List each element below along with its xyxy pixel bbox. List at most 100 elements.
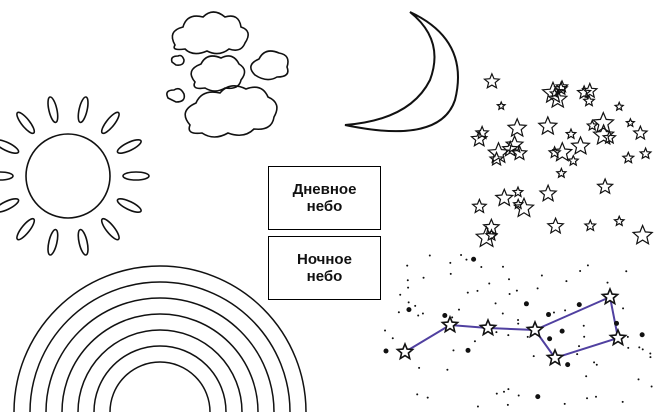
sun-ray <box>76 229 90 256</box>
dot-star <box>565 280 567 282</box>
clouds <box>167 12 288 137</box>
dot-star <box>471 257 476 262</box>
star <box>497 102 505 109</box>
dot-star <box>451 316 453 318</box>
dot-star <box>423 277 425 279</box>
dot-star <box>383 349 388 354</box>
sun-ray <box>99 110 121 135</box>
constellation-star <box>527 322 542 337</box>
dot-star <box>495 302 497 304</box>
dot-star <box>399 294 401 296</box>
star <box>640 148 651 158</box>
dot-star <box>466 348 471 353</box>
star <box>539 117 557 134</box>
dot-star <box>579 270 581 272</box>
stars <box>472 74 653 247</box>
dot-star <box>583 336 585 338</box>
rainbow <box>14 266 306 412</box>
dot-star <box>480 266 482 268</box>
dot-star <box>392 337 394 339</box>
sun-ray <box>0 172 13 180</box>
dot-star <box>507 334 509 336</box>
dot-star <box>407 287 409 289</box>
star <box>540 185 556 201</box>
dot-star <box>507 404 509 406</box>
dot-star <box>583 325 585 327</box>
dot-star <box>627 336 629 338</box>
star <box>633 226 652 244</box>
label-card[interactable]: Дневное небо <box>268 166 381 230</box>
page: Sky worksheet html, body { margin: 0; pa… <box>0 0 658 412</box>
star <box>566 129 576 138</box>
dot-star <box>429 254 431 256</box>
star <box>634 126 647 139</box>
dot-star <box>452 349 454 351</box>
dot-star <box>547 336 552 341</box>
label-text: Ночное <box>297 251 352 268</box>
dot-star <box>508 278 510 280</box>
dot-star <box>406 265 408 267</box>
dot-star <box>642 348 644 350</box>
dot-star <box>527 336 529 338</box>
star <box>549 147 560 158</box>
star <box>485 74 500 88</box>
dot-star <box>446 369 448 371</box>
label-card[interactable]: Ночное небо <box>268 236 381 300</box>
dot-star <box>496 393 498 395</box>
dot-star <box>586 397 588 399</box>
dot-star <box>535 394 540 399</box>
dot-star <box>649 356 651 358</box>
dot-star <box>587 264 589 266</box>
dot-star <box>518 394 520 396</box>
dot-star <box>502 312 504 314</box>
dot-star <box>516 290 518 292</box>
star <box>496 189 513 205</box>
dot-star <box>553 311 555 313</box>
rainbow-arc <box>14 266 306 412</box>
dot-star <box>467 292 469 294</box>
sun-ray <box>0 196 20 214</box>
sun-ray <box>0 137 20 155</box>
dot-star <box>638 346 640 348</box>
star <box>553 143 572 161</box>
dot-star <box>596 364 598 366</box>
dot-star <box>585 375 587 377</box>
dot-star <box>408 301 410 303</box>
star <box>513 187 523 196</box>
sun-ray <box>14 217 36 242</box>
dot-star <box>533 355 535 357</box>
dot-star <box>495 331 497 333</box>
sun-ray <box>14 110 36 135</box>
star <box>473 199 487 212</box>
dot-star <box>427 397 429 399</box>
label-text: небо <box>307 198 343 215</box>
sun-ray <box>46 96 60 123</box>
sun-rays <box>0 96 149 256</box>
star <box>557 169 566 178</box>
dot-star <box>509 293 511 295</box>
dot-star <box>476 290 478 292</box>
constellation-line <box>405 297 618 358</box>
constellation <box>383 254 652 407</box>
dot-star <box>442 313 447 318</box>
dot-star <box>577 302 582 307</box>
rainbow-arc <box>78 330 242 412</box>
dot-star <box>450 273 452 275</box>
dot-star <box>622 401 624 403</box>
star <box>593 113 613 132</box>
dot-star <box>460 254 462 256</box>
dot-star <box>422 313 424 315</box>
dot-star <box>537 287 539 289</box>
constellation-star <box>602 289 617 304</box>
star <box>572 137 590 154</box>
constellation-star <box>480 320 495 335</box>
dot-star <box>458 309 460 311</box>
sun-ray <box>116 137 143 155</box>
sun-ray <box>116 196 143 214</box>
star <box>568 156 578 166</box>
dot-star <box>414 305 416 307</box>
dot-star <box>622 307 624 309</box>
label-text: Дневное <box>293 181 357 198</box>
dot-star <box>649 352 651 354</box>
dot-star <box>541 274 543 276</box>
